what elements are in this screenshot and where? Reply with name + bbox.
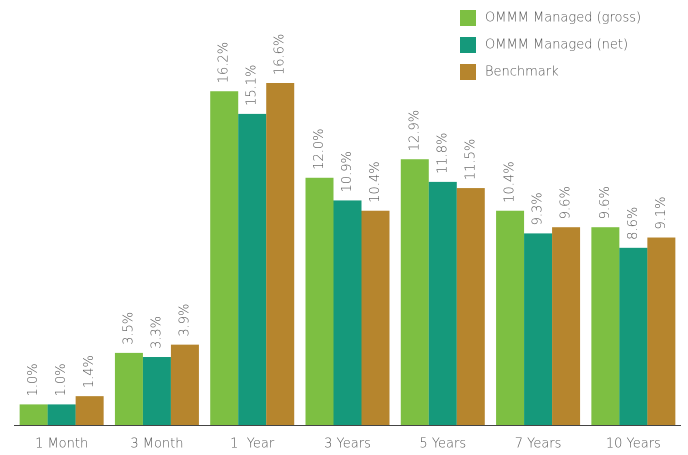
bar xyxy=(305,177,334,425)
legend-swatch xyxy=(460,10,476,26)
legend-label: OMMM Managed (gross) xyxy=(485,11,641,26)
bar xyxy=(591,227,620,425)
bar xyxy=(524,233,553,425)
bar xyxy=(647,237,676,425)
data-label: 10.4% xyxy=(368,161,383,202)
data-label: 9.3% xyxy=(531,192,546,225)
bar xyxy=(19,404,48,425)
bar xyxy=(114,352,143,425)
x-tick-label: 5 Years xyxy=(419,437,466,452)
data-label: 8.6% xyxy=(626,207,641,240)
data-label: 9.6% xyxy=(598,186,613,219)
bar xyxy=(210,91,239,425)
x-tick-label: 3 Month xyxy=(130,437,183,452)
x-tick-label: 1 Year xyxy=(230,437,275,452)
data-label: 3.3% xyxy=(149,316,164,349)
bar xyxy=(75,396,104,425)
data-label: 16.2% xyxy=(217,42,232,83)
bar xyxy=(333,200,362,425)
legend-swatch xyxy=(460,37,476,53)
data-label: 12.9% xyxy=(407,110,422,151)
data-label: 1.0% xyxy=(54,363,69,396)
data-label: 15.1% xyxy=(245,65,260,106)
data-label: 9.1% xyxy=(654,196,669,229)
bar xyxy=(47,404,76,425)
x-tick-label: 10 Years xyxy=(606,437,661,452)
bar xyxy=(400,159,429,425)
data-label: 11.8% xyxy=(435,133,450,174)
bar xyxy=(170,344,199,425)
legend-swatch xyxy=(460,64,476,80)
x-tick-label: 7 Years xyxy=(515,437,562,452)
bar xyxy=(361,210,390,425)
data-label: 1.0% xyxy=(26,363,41,396)
bar xyxy=(552,227,581,425)
bar xyxy=(266,83,295,425)
data-label: 1.4% xyxy=(82,355,97,388)
data-label: 9.6% xyxy=(559,186,574,219)
data-label: 11.5% xyxy=(463,139,478,180)
data-label: 3.5% xyxy=(121,312,136,345)
data-label: 12.0% xyxy=(312,128,327,169)
bar xyxy=(238,113,267,425)
data-label: 3.9% xyxy=(177,304,192,337)
bar xyxy=(456,188,485,425)
data-label: 10.4% xyxy=(503,161,518,202)
x-tick-label: 3 Years xyxy=(324,437,371,452)
bar xyxy=(142,357,171,425)
data-label: 10.9% xyxy=(340,151,355,192)
bar xyxy=(428,181,457,425)
bar xyxy=(496,210,525,425)
legend-label: Benchmark xyxy=(485,65,559,80)
data-label: 16.6% xyxy=(273,34,288,75)
x-tick-label: 1 Month xyxy=(35,437,88,452)
bar xyxy=(619,247,648,425)
legend-label: OMMM Managed (net) xyxy=(485,38,628,53)
